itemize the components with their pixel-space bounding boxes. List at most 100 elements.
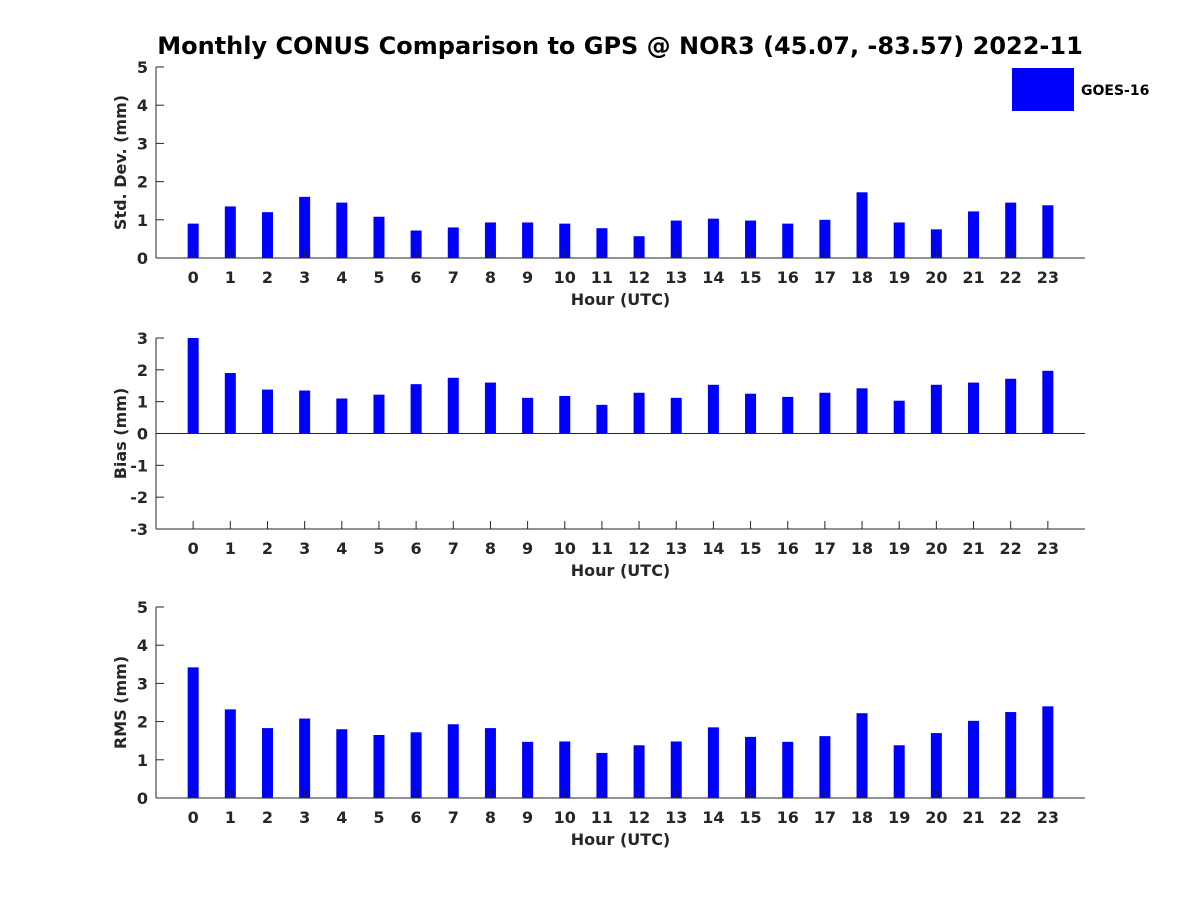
x-tick-label: 10 [554, 808, 576, 827]
bar-hour-5 [373, 394, 385, 434]
y-tick-label: 0 [137, 789, 148, 808]
x-tick-label: 8 [485, 268, 496, 287]
y-axis-label: Bias (mm) [111, 388, 130, 480]
y-tick-label: 3 [137, 674, 148, 693]
y-tick-label: 3 [137, 329, 148, 348]
bar-hour-19 [893, 222, 905, 258]
x-tick-label: 9 [522, 539, 533, 558]
x-tick-label: 15 [739, 268, 761, 287]
bar-hour-20 [930, 733, 942, 798]
x-tick-label: 11 [591, 539, 613, 558]
x-tick-label: 22 [1000, 539, 1022, 558]
x-tick-label: 2 [262, 268, 273, 287]
x-tick-label: 3 [299, 268, 310, 287]
bar-hour-23 [1042, 706, 1054, 798]
y-tick-label: -1 [130, 456, 148, 475]
bar-hour-5 [373, 734, 385, 798]
x-tick-label: 13 [665, 268, 687, 287]
x-tick-label: 14 [702, 268, 724, 287]
x-tick-label: 21 [962, 539, 984, 558]
x-tick-label: 12 [628, 268, 650, 287]
bar-hour-15 [745, 736, 757, 798]
x-tick-label: 19 [888, 268, 910, 287]
bar-hour-14 [707, 384, 719, 434]
bar-hour-22 [1005, 712, 1017, 798]
bar-hour-18 [856, 192, 868, 258]
x-tick-label: 7 [448, 268, 459, 287]
bar-hour-3 [299, 196, 311, 258]
x-tick-label: 16 [777, 808, 799, 827]
bar-hour-23 [1042, 205, 1054, 258]
x-tick-label: 4 [336, 808, 347, 827]
bar-hour-0 [187, 338, 199, 434]
x-tick-label: 21 [962, 808, 984, 827]
x-tick-label: 4 [336, 268, 347, 287]
x-tick-label: 1 [225, 539, 236, 558]
bar-hour-3 [299, 390, 311, 434]
x-tick-label: 23 [1037, 808, 1059, 827]
x-tick-label: 20 [925, 808, 947, 827]
x-tick-label: 22 [1000, 808, 1022, 827]
bar-hour-17 [819, 392, 831, 434]
bar-hour-10 [559, 223, 571, 258]
bar-hour-0 [187, 223, 199, 258]
legend: GOES-16 [1012, 68, 1149, 111]
x-axis-label: Hour (UTC) [571, 561, 671, 580]
bar-hour-11 [596, 228, 608, 258]
bar-hour-2 [261, 389, 273, 434]
bar-hour-15 [745, 393, 757, 434]
y-tick-label: 5 [137, 598, 148, 617]
x-tick-label: 8 [485, 539, 496, 558]
x-tick-label: 1 [225, 808, 236, 827]
x-tick-label: 17 [814, 539, 836, 558]
bar-hour-6 [410, 384, 422, 434]
bar-hour-6 [410, 230, 422, 258]
bar-hour-13 [670, 741, 682, 798]
x-tick-label: 13 [665, 539, 687, 558]
bar-hour-20 [930, 229, 942, 258]
bar-hour-5 [373, 216, 385, 258]
bar-hour-17 [819, 219, 831, 258]
bar-hour-1 [224, 206, 236, 258]
bar-hour-12 [633, 392, 645, 434]
x-tick-label: 10 [554, 268, 576, 287]
bar-hour-9 [522, 397, 534, 434]
x-tick-label: 5 [373, 808, 384, 827]
bar-hour-20 [930, 384, 942, 434]
y-tick-label: 0 [137, 249, 148, 268]
bar-hour-8 [484, 382, 496, 434]
y-axis-label: RMS (mm) [111, 656, 130, 749]
x-tick-label: 5 [373, 268, 384, 287]
bar-hour-19 [893, 400, 905, 434]
x-tick-label: 23 [1037, 539, 1059, 558]
x-tick-label: 4 [336, 539, 347, 558]
x-tick-label: 13 [665, 808, 687, 827]
x-tick-label: 2 [262, 808, 273, 827]
bar-hour-11 [596, 752, 608, 798]
x-tick-label: 9 [522, 808, 533, 827]
y-tick-label: 1 [137, 393, 148, 412]
x-tick-label: 20 [925, 268, 947, 287]
x-tick-label: 0 [188, 808, 199, 827]
x-tick-label: 17 [814, 808, 836, 827]
bar-hour-14 [707, 218, 719, 258]
x-tick-label: 12 [628, 808, 650, 827]
y-axis-label: Std. Dev. (mm) [111, 95, 130, 230]
x-tick-label: 18 [851, 268, 873, 287]
x-tick-label: 15 [739, 808, 761, 827]
x-tick-label: 6 [411, 808, 422, 827]
bar-hour-21 [968, 211, 980, 258]
bar-hour-21 [968, 382, 980, 434]
x-tick-label: 23 [1037, 268, 1059, 287]
bar-hour-1 [224, 709, 236, 798]
bar-hour-12 [633, 236, 645, 258]
x-tick-label: 1 [225, 268, 236, 287]
y-tick-label: 2 [137, 173, 148, 192]
bar-hour-22 [1005, 202, 1017, 258]
x-tick-label: 6 [411, 268, 422, 287]
y-tick-label: 2 [137, 713, 148, 732]
y-tick-label: 5 [137, 58, 148, 77]
x-tick-label: 3 [299, 539, 310, 558]
